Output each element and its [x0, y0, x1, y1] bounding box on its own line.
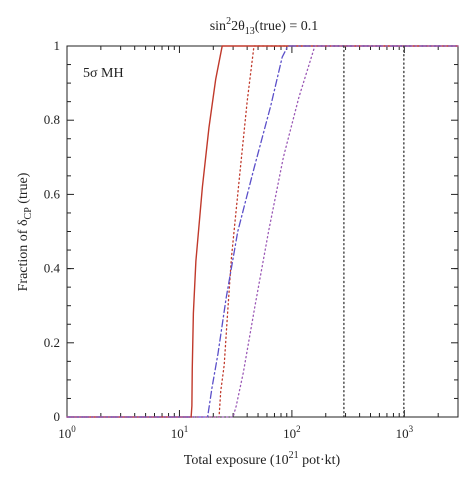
y-tick-label: 0.8 [44, 112, 60, 127]
x-tick-label: 102 [283, 424, 301, 441]
series-line-2 [66, 45, 459, 418]
y-tick-label: 1 [54, 38, 61, 53]
plot-title: sin22θ13(true) = 0.1 [210, 16, 319, 37]
y-tick-labels: 0 0.2 0.4 0.6 0.8 1 [44, 38, 61, 424]
x-tick-label: 103 [396, 424, 414, 441]
plot-frame [66, 45, 459, 418]
y-tick-label: 0.2 [44, 335, 60, 350]
annotation-label: 5σ MH [83, 66, 124, 81]
series-group [66, 45, 459, 418]
plot-area [66, 45, 459, 418]
series-line-4 [66, 45, 459, 418]
y-axis-title: Fraction of δCP (true) [16, 172, 34, 291]
x-tick-label: 100 [58, 424, 76, 441]
series-line-3 [66, 45, 459, 418]
y-tick-label: 0.4 [44, 261, 61, 276]
x-tick-label: 101 [171, 424, 189, 441]
x-axis-title: Total exposure (1021 pot·kt) [184, 450, 341, 468]
axis-ticks [66, 45, 459, 418]
y-tick-label: 0 [54, 409, 61, 424]
x-tick-labels: 100 101 102 103 [58, 424, 413, 441]
series-line-1 [66, 45, 459, 418]
y-tick-label: 0.6 [44, 186, 61, 201]
